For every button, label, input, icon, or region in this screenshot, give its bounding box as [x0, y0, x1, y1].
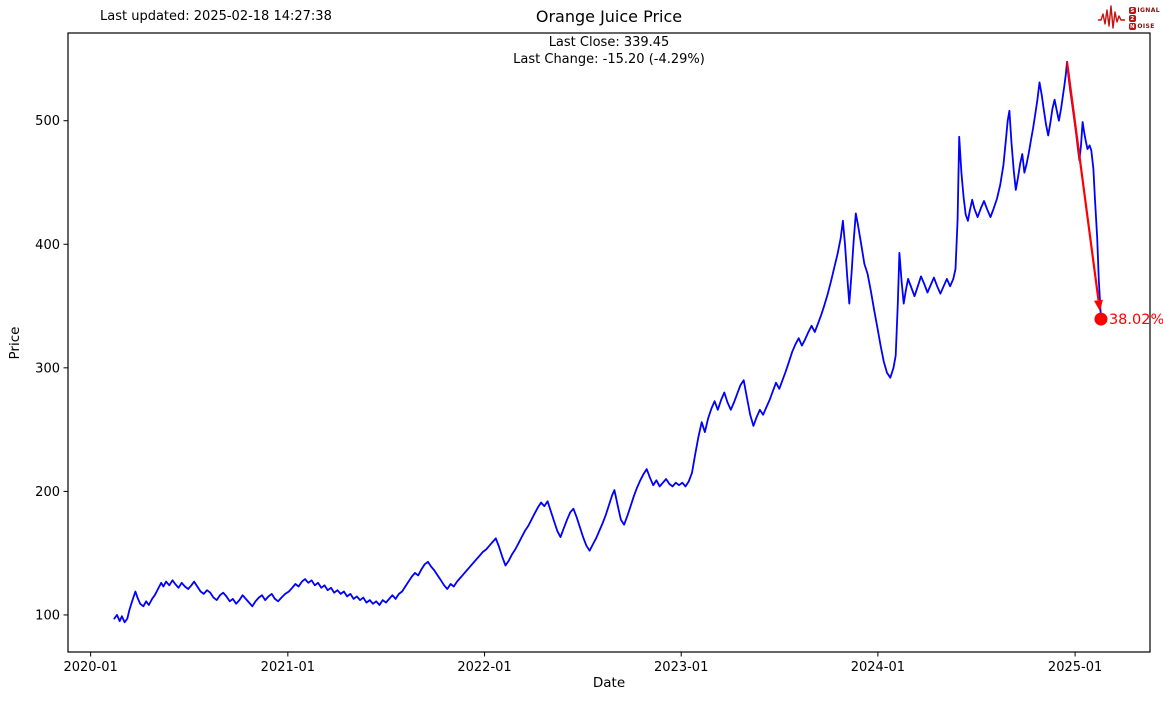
logo-letter-n: N [1128, 23, 1136, 30]
waveform-icon [1097, 3, 1127, 34]
y-tick-label: 400 [35, 238, 60, 253]
last-close-text: Last Close: 339.45 [548, 35, 670, 50]
x-tick-label: 2024-01 [851, 660, 905, 675]
logo-text-oise: OISE [1137, 23, 1155, 30]
logo-row-noise: N OISE [1128, 23, 1160, 30]
x-tick-label: 2023-01 [654, 660, 708, 675]
logo-text-ignal: IGNAL [1137, 7, 1160, 14]
drawdown-label: 38.02% [1109, 312, 1163, 328]
plot-area [67, 32, 1151, 653]
x-axis-label: Date [592, 675, 626, 691]
y-tick-label: 300 [35, 361, 60, 376]
y-tick-label: 100 [35, 608, 60, 623]
y-tick-label: 200 [35, 485, 60, 500]
logo-row-2: 2 [1128, 15, 1160, 22]
y-axis-label: Price [7, 326, 23, 360]
x-tick-label: 2020-01 [63, 660, 117, 675]
x-tick-label: 2022-01 [457, 660, 511, 675]
y-tick-label: 500 [35, 114, 60, 129]
last-updated-text: Last updated: 2025-02-18 14:27:38 [100, 9, 332, 24]
drawdown-arrow-head [1094, 299, 1103, 312]
last-price-marker [1094, 312, 1108, 326]
logo-row-signal: S IGNAL [1128, 7, 1160, 14]
drawdown-arrow-shaft [1065, 61, 1100, 301]
price-line [113, 60, 1102, 624]
signal2noise-logo: S IGNAL 2 N OISE [1097, 3, 1160, 34]
logo-letter-2: 2 [1128, 15, 1136, 22]
chart-title: Orange Juice Price [535, 7, 683, 26]
x-tick-label: 2025-01 [1048, 660, 1102, 675]
x-tick-label: 2021-01 [261, 660, 315, 675]
logo-letter-s: S [1128, 7, 1136, 14]
last-change-text: Last Change: -15.20 (-4.29%) [513, 52, 705, 67]
